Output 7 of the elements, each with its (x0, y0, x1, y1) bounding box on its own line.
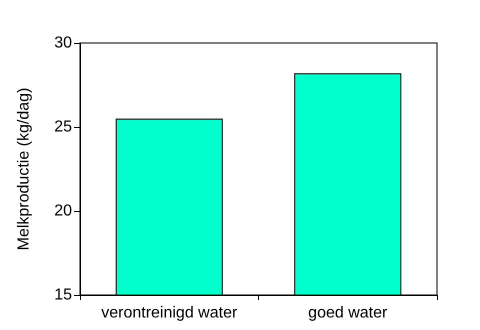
x-tick-label: verontreinigd water (101, 304, 238, 322)
y-tick-label: 30 (54, 34, 72, 52)
y-axis-title: Melkproductie (kg/dag) (16, 88, 32, 250)
y-tick-label: 15 (54, 286, 72, 304)
y-tick-label: 20 (54, 202, 72, 220)
x-tick-label: goed water (308, 304, 388, 322)
y-tick-label: 25 (54, 118, 72, 136)
